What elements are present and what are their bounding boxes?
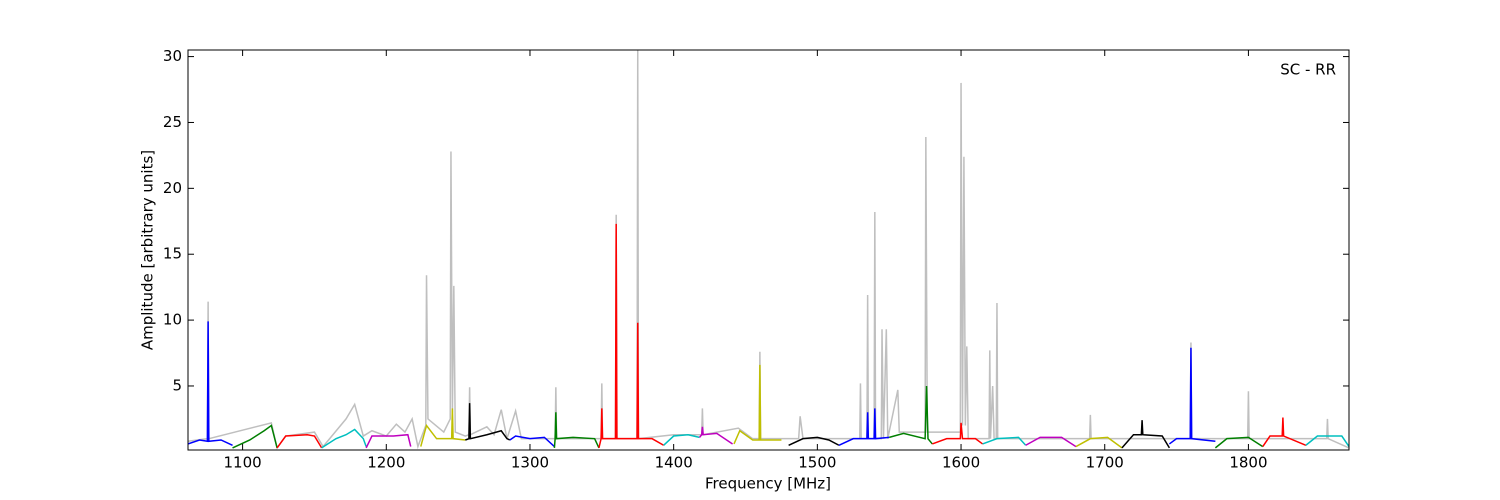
x-tick-label: 1100 bbox=[224, 454, 262, 472]
spectrum-line bbox=[321, 428, 367, 449]
annotation: SC - RR bbox=[1280, 61, 1336, 79]
x-tick-label: 1800 bbox=[1229, 454, 1267, 472]
spectrum-line bbox=[838, 408, 890, 446]
spectrum-line bbox=[188, 50, 1349, 450]
plot-frame bbox=[187, 49, 1350, 451]
spectrum-line bbox=[1262, 417, 1307, 447]
y-axis-label: Amplitude [arbitrary units] bbox=[139, 150, 157, 350]
spectrum-line bbox=[663, 433, 700, 446]
spectrum-line bbox=[1168, 347, 1216, 445]
x-tick-label: 1600 bbox=[942, 454, 980, 472]
y-tick-label: 5 bbox=[172, 376, 182, 394]
spectrum-line bbox=[788, 436, 840, 446]
y-tick-label: 15 bbox=[163, 245, 182, 263]
y-tick-label: 30 bbox=[163, 47, 182, 65]
spectrum-line bbox=[889, 385, 933, 445]
y-tick-label: 10 bbox=[163, 311, 182, 329]
spectrum-line bbox=[509, 435, 555, 448]
spectrum-line bbox=[465, 403, 511, 441]
spectrum-line bbox=[932, 422, 984, 445]
y-tick-label: 25 bbox=[163, 113, 182, 131]
x-tick-label: 1400 bbox=[655, 454, 693, 472]
spectrum-line bbox=[420, 408, 466, 447]
spectrum-line bbox=[1214, 436, 1264, 449]
spectrum-line bbox=[276, 433, 323, 449]
spectrum-line bbox=[598, 223, 664, 449]
spectrum-line bbox=[1025, 436, 1077, 448]
x-tick-label: 1700 bbox=[1086, 454, 1124, 472]
x-tick-label: 1200 bbox=[367, 454, 405, 472]
spectrum-line bbox=[1075, 436, 1123, 449]
spectrum-line bbox=[698, 426, 733, 445]
spectrum-line bbox=[553, 412, 600, 449]
x-axis-label: Frequency [MHz] bbox=[705, 475, 831, 493]
spectrum-line bbox=[1121, 420, 1171, 449]
spectrum-line bbox=[733, 364, 782, 445]
spectrum-line bbox=[365, 433, 412, 449]
y-tick-label: 20 bbox=[163, 179, 182, 197]
spectrum-line bbox=[188, 321, 233, 446]
x-tick-label: 1300 bbox=[511, 454, 549, 472]
spectrum-line bbox=[232, 424, 278, 449]
spectrum-line bbox=[982, 436, 1027, 446]
spectrum-line bbox=[1305, 435, 1349, 447]
x-tick-label: 1500 bbox=[798, 454, 836, 472]
